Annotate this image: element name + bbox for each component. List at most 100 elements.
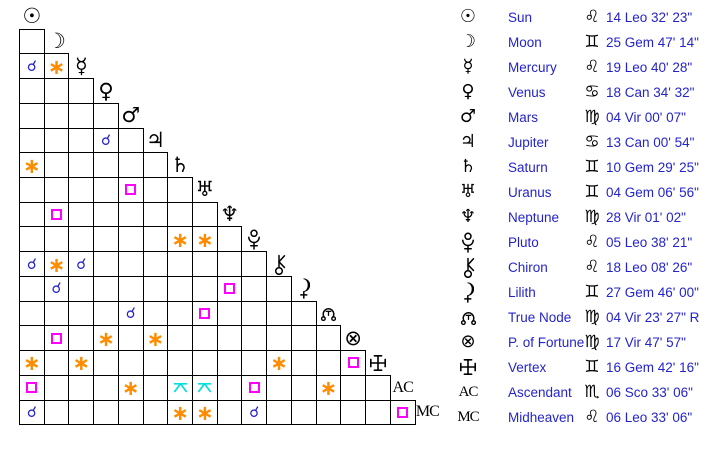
aspect-cell-neptune-mercury bbox=[68, 201, 95, 228]
sextile-aspect-symbol: ∗ bbox=[97, 326, 115, 351]
sextile-aspect-symbol: ∗ bbox=[23, 351, 41, 376]
aspect-cell-neptune-venus bbox=[93, 201, 119, 228]
sign-glyph-leo: ♌ bbox=[584, 406, 600, 427]
aspect-cell-uranus-moon bbox=[43, 177, 70, 203]
aspect-cell-neptune-mars bbox=[117, 201, 144, 228]
angle-label: MC bbox=[415, 403, 440, 421]
aspect-cell-pluto-saturn: ∗ bbox=[167, 226, 194, 253]
conjunction-aspect-symbol: ☌ bbox=[26, 254, 37, 273]
aspect-cell-mars-venus bbox=[93, 102, 119, 129]
aspect-cell-vertex-mercury: ∗ bbox=[68, 350, 95, 376]
angle-label: AC bbox=[458, 383, 479, 400]
neptune-icon: ♆ bbox=[459, 206, 477, 227]
sign-glyph-gem: ♊ bbox=[584, 156, 600, 177]
aspect-cell-lilith-moon: ☌ bbox=[43, 275, 70, 302]
planet-name: Pluto bbox=[508, 234, 539, 250]
aspect-cell-pluto-neptune bbox=[216, 226, 243, 253]
aspect-cell-jupiter-venus: ☌ bbox=[93, 127, 119, 154]
planet-name: Uranus bbox=[508, 184, 552, 200]
aspect-cell-true_node-neptune bbox=[216, 300, 243, 327]
aspect-cell-neptune-sun bbox=[19, 201, 45, 228]
position-value: 14 Leo 32' 23" bbox=[606, 9, 693, 25]
planet-name: Sun bbox=[508, 9, 533, 25]
aspect-cell-lilith-mars bbox=[117, 275, 144, 302]
aspect-cell-pluto-uranus: ∗ bbox=[192, 226, 218, 253]
aspect-cell-asc-mars: ∗ bbox=[117, 374, 144, 401]
aspect-cell-pluto-mercury bbox=[68, 226, 95, 253]
aspect-cell-asc-pluto bbox=[241, 374, 268, 401]
table-row-mercury: ☿ Mercury ♌ 19 Leo 40' 28" bbox=[454, 55, 705, 80]
aspect-cell-uranus-venus bbox=[93, 177, 119, 203]
aspect-cell-true_node-mars: ☌ bbox=[117, 300, 144, 327]
aspect-cell-true_node-mercury bbox=[68, 300, 95, 327]
sign-glyph-gem: ♊ bbox=[584, 181, 600, 202]
position-value: 18 Can 34' 32" bbox=[606, 84, 695, 100]
aspect-cell-vertex-mars bbox=[117, 350, 144, 376]
aspect-cell-lilith-chiron bbox=[266, 275, 292, 302]
aspect-cell-vertex-true_node bbox=[315, 350, 342, 376]
aspect-cell-mc-jupiter bbox=[142, 399, 169, 426]
planet-name: P. of Fortune bbox=[508, 334, 585, 350]
sign-glyph-leo: ♌ bbox=[584, 6, 600, 27]
aspect-cell-true_node-uranus bbox=[192, 300, 218, 327]
aspect-cell-true_node-chiron bbox=[266, 300, 292, 327]
sign-glyph-gem: ♊ bbox=[584, 356, 600, 377]
aspect-cell-mc-uranus: ∗ bbox=[192, 399, 218, 426]
aspect-cell-true_node-lilith bbox=[290, 300, 317, 327]
angle-label: MC bbox=[457, 408, 479, 425]
aspect-cell-chiron-pluto bbox=[241, 251, 268, 277]
table-row-jupiter: ♃ Jupiter ♋ 13 Can 00' 54" bbox=[454, 130, 705, 155]
mars-icon: ♂ bbox=[459, 106, 477, 127]
table-row-true_node: True Node ♍ 04 Vir 23' 27" R bbox=[454, 305, 705, 330]
angle-label: AC bbox=[392, 378, 414, 396]
aspect-cell-pluto-sun bbox=[19, 226, 45, 253]
planet-name: True Node bbox=[508, 309, 572, 325]
sextile-aspect-symbol: ∗ bbox=[121, 376, 140, 401]
position-value: 17 Vir 47' 57" bbox=[606, 334, 686, 350]
aspect-cell-pof-true_node bbox=[315, 325, 342, 352]
aspect-cell-neptune-uranus bbox=[192, 201, 218, 228]
aspect-cell-vertex-venus bbox=[93, 350, 119, 376]
aspect-cell-asc-neptune bbox=[216, 374, 243, 401]
position-value: 27 Gem 46' 00" bbox=[606, 284, 699, 300]
aspect-cell-mc-neptune bbox=[216, 399, 243, 426]
pluto-icon bbox=[241, 226, 267, 252]
aspect-cell-uranus-jupiter bbox=[142, 177, 169, 203]
aspect-cell-true_node-jupiter bbox=[142, 300, 169, 327]
square-aspect-symbol bbox=[51, 332, 63, 344]
position-value: 28 Vir 01' 02" bbox=[606, 209, 686, 225]
aspect-cell-pof-chiron bbox=[266, 325, 292, 352]
aspect-cell-venus-moon bbox=[43, 78, 70, 104]
aspect-cell-mc-moon bbox=[43, 399, 70, 426]
aspect-cell-moon-sun bbox=[19, 28, 45, 55]
aspect-cell-asc-moon bbox=[43, 374, 70, 401]
sign-glyph-vir: ♍ bbox=[584, 106, 600, 127]
conjunction-aspect-symbol: ☌ bbox=[100, 130, 112, 149]
aspect-cell-mc-mars bbox=[117, 399, 144, 426]
pluto-icon bbox=[454, 230, 482, 255]
aspect-cell-chiron-moon: ∗ bbox=[43, 251, 70, 277]
position-value: 16 Gem 42' 16" bbox=[606, 359, 699, 375]
aspect-cell-neptune-jupiter bbox=[142, 201, 169, 228]
aspect-cell-lilith-neptune bbox=[216, 275, 243, 302]
aspect-cell-jupiter-moon bbox=[43, 127, 70, 154]
position-value: 04 Vir 00' 07" bbox=[606, 109, 686, 125]
aspect-cell-venus-mercury bbox=[68, 78, 95, 104]
aspect-cell-mc-chiron bbox=[266, 399, 292, 426]
aspect-cell-pof-jupiter: ∗ bbox=[142, 325, 169, 352]
sign-glyph-can: ♋ bbox=[584, 81, 600, 102]
sign-glyph-gem: ♊ bbox=[584, 281, 600, 302]
sign-glyph-leo: ♌ bbox=[584, 56, 600, 77]
aspect-cell-uranus-mars bbox=[117, 177, 144, 203]
aspect-cell-pof-neptune bbox=[216, 325, 243, 352]
sextile-aspect-symbol: ∗ bbox=[23, 153, 41, 178]
conjunction-aspect-symbol: ☌ bbox=[249, 402, 260, 421]
square-aspect-symbol bbox=[224, 283, 236, 295]
square-aspect-symbol bbox=[347, 357, 359, 369]
aspect-cell-pluto-venus bbox=[93, 226, 119, 253]
table-row-asc: AC Ascendant ♏ 06 Sco 33' 06" bbox=[454, 380, 705, 405]
aspect-cell-saturn-mars bbox=[117, 152, 144, 179]
sextile-aspect-symbol: ∗ bbox=[171, 227, 189, 252]
quincunx-aspect-symbol bbox=[173, 382, 188, 393]
aspect-cell-vertex-pof bbox=[340, 350, 367, 376]
